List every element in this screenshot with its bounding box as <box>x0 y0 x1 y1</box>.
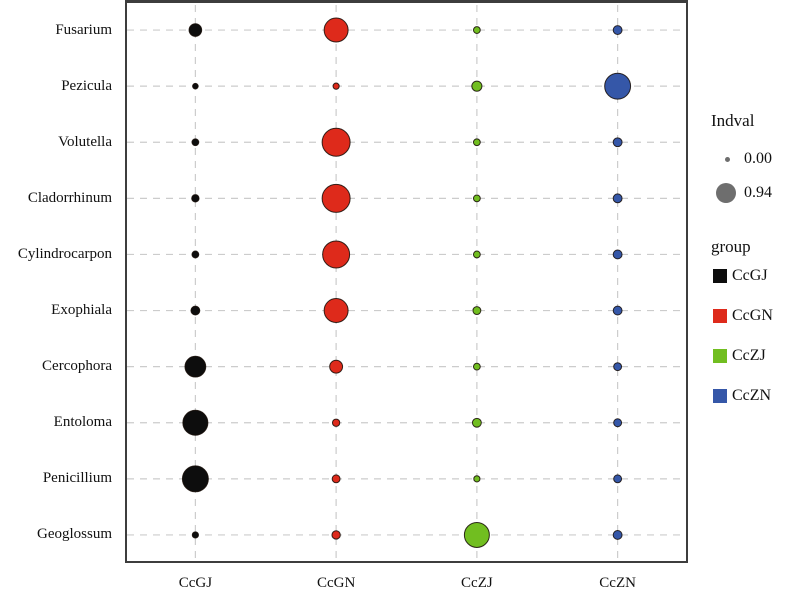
bubble-CcZJ-Entoloma <box>471 417 482 428</box>
bubble-CcGJ-Penicillium <box>181 465 209 493</box>
bubble-CcZN-Penicillium <box>613 474 623 484</box>
bubble-CcGN-Pezicula <box>332 82 340 90</box>
x-axis-label-CcZJ: CcZJ <box>461 575 493 591</box>
legend-label-CcGJ: CcGJ <box>732 266 768 284</box>
bubble-CcZJ-Penicillium <box>473 475 481 483</box>
bubble-CcZN-Geoglossum <box>612 530 623 540</box>
y-axis-label-Volutella: Volutella <box>58 133 112 150</box>
y-axis-label-Cladorrhinum: Cladorrhinum <box>27 189 112 206</box>
bubble-CcGJ-Exophiala <box>190 305 201 316</box>
legend-swatch-CcGJ <box>713 268 727 283</box>
size-legend-min-dot <box>724 156 730 162</box>
bubble-CcGN-Entoloma <box>331 418 341 427</box>
legend-swatch-CcZJ <box>713 348 727 363</box>
y-axis-label-Fusarium: Fusarium <box>55 21 112 38</box>
bubble-CcZN-Exophiala <box>612 305 623 316</box>
x-axis-label-CcGJ: CcGJ <box>178 575 213 591</box>
bubble-CcZJ-Cercophora <box>472 362 481 371</box>
bubble-CcZN-Entoloma <box>613 418 623 428</box>
bubble-CcZJ-Exophiala <box>472 306 482 315</box>
bubble-CcZN-Cladorrhinum <box>612 193 623 204</box>
bubble-CcGN-Volutella <box>321 127 351 157</box>
legend: Indval 0.00 0.94 group CcGJ CcGN CcZJ CcZN <box>700 0 787 594</box>
bubble-CcZN-Cercophora <box>613 362 623 372</box>
size-legend-min-label: 0.00 <box>744 150 772 167</box>
group-legend-title: group <box>711 237 751 256</box>
bubble-CcGN-Geoglossum <box>331 530 341 540</box>
bubble-CcGN-Cladorrhinum <box>321 183 351 213</box>
bubble-CcGN-Penicillium <box>331 474 341 484</box>
y-axis-label-Pezicula: Pezicula <box>61 77 112 94</box>
y-axis-label-Penicillium: Penicillium <box>42 470 112 487</box>
bubble-CcGJ-Cladorrhinum <box>191 194 200 203</box>
bubble-CcZJ-Volutella <box>472 138 481 147</box>
bubble-CcGJ-Volutella <box>191 138 200 147</box>
size-legend-max-label: 0.94 <box>744 184 772 201</box>
y-axis-label-Geoglossum: Geoglossum <box>37 526 112 543</box>
y-axis-label-Entoloma: Entoloma <box>53 414 112 431</box>
size-legend-title: Indval <box>711 111 755 130</box>
legend-swatch-CcZN <box>713 389 727 404</box>
bubble-CcGN-Cercophora <box>329 359 344 374</box>
bubble-CcGN-Fusarium <box>323 17 349 43</box>
bubble-CcGJ-Geoglossum <box>191 531 199 539</box>
bubble-CcZJ-Pezicula <box>471 80 483 92</box>
bubble-CcZN-Fusarium <box>612 25 623 35</box>
bubble-CcGN-Exophiala <box>323 298 349 324</box>
bubble-CcZN-Pezicula <box>604 72 632 100</box>
legend-label-CcZN: CcZN <box>732 387 772 405</box>
bubble-CcGJ-Entoloma <box>182 409 209 436</box>
legend-label-CcZJ: CcZJ <box>732 346 766 364</box>
bubble-CcZN-Volutella <box>612 137 623 148</box>
bubble-CcZJ-Cladorrhinum <box>472 194 481 203</box>
size-legend-max-dot <box>715 182 737 204</box>
bubble-CcGJ-Cylindrocarpon <box>191 250 200 259</box>
legend-label-CcGN: CcGN <box>732 306 773 324</box>
x-axis-label-CcZN: CcZN <box>599 575 636 591</box>
bubble-CcGJ-Fusarium <box>188 23 203 37</box>
y-axis-label-Exophiala: Exophiala <box>51 302 112 319</box>
y-axis-label-Cercophora: Cercophora <box>42 358 112 375</box>
legend-swatch-CcGN <box>713 308 727 323</box>
x-axis-label-CcGN: CcGN <box>316 575 356 591</box>
bubble-CcZN-Cylindrocarpon <box>612 249 623 260</box>
bubble-CcGJ-Pezicula <box>192 82 199 90</box>
plot-panel <box>125 0 688 563</box>
bubble-CcGJ-Cercophora <box>184 355 207 378</box>
bubble-CcZJ-Geoglossum <box>463 521 490 548</box>
bubble-CcZJ-Fusarium <box>472 26 481 34</box>
bubble-CcZJ-Cylindrocarpon <box>472 250 481 259</box>
bubble-CcGN-Cylindrocarpon <box>322 240 351 269</box>
y-axis-label-Cylindrocarpon: Cylindrocarpon <box>17 245 112 262</box>
